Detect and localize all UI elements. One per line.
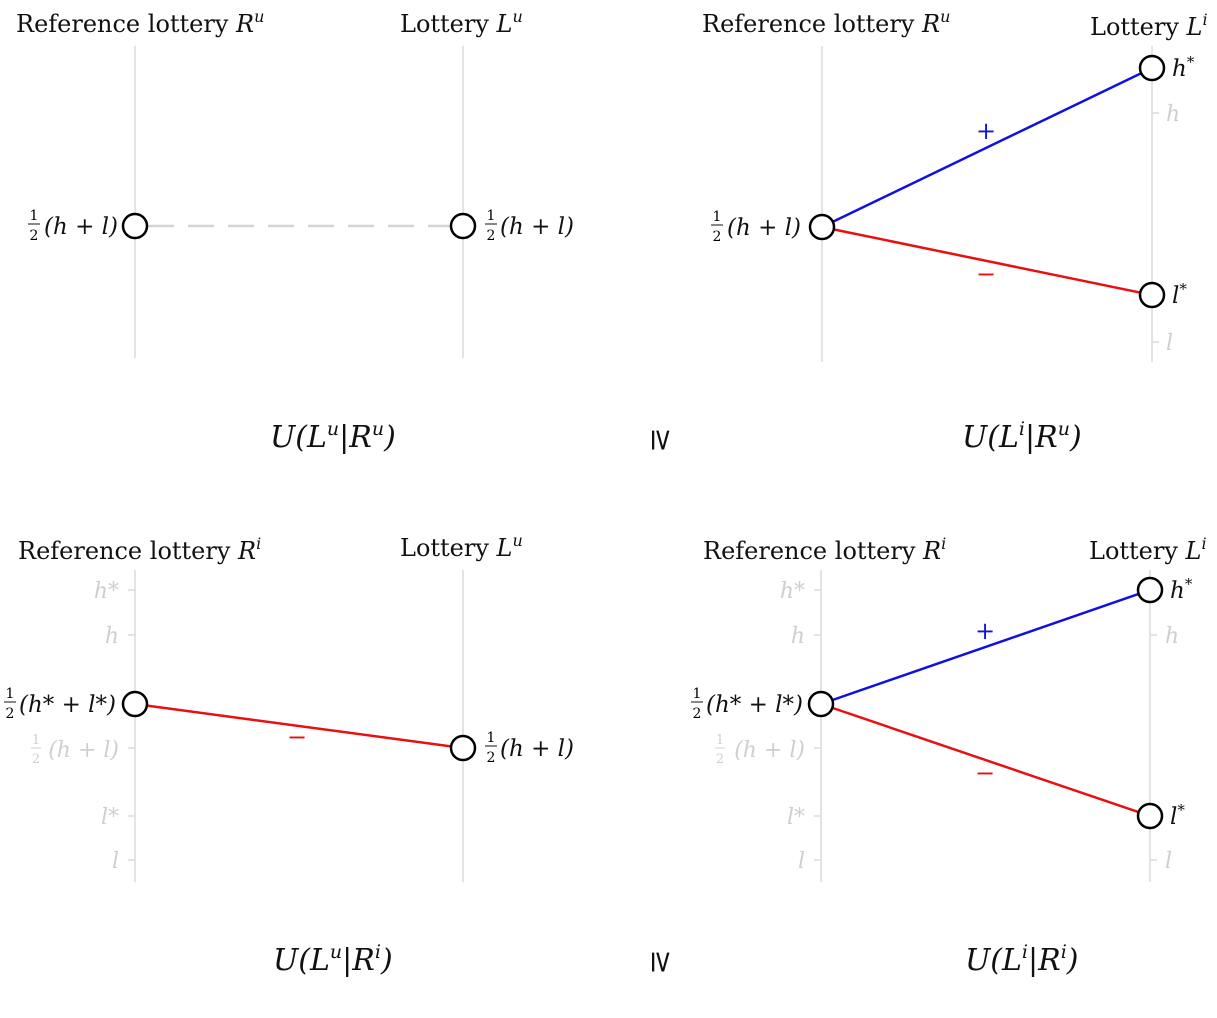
lottery-title: Lottery Lu [400, 7, 523, 38]
high-node [1138, 54, 1166, 82]
ghost-midpoint: (h + l) [734, 738, 805, 763]
ghost-right-l: l [1165, 849, 1172, 874]
svg-text:1: 1 [716, 733, 724, 748]
ref-node-label: 1 2 (h* + l*) [691, 686, 803, 722]
lottery-node [449, 212, 477, 240]
high-node [1136, 576, 1164, 604]
svg-text:1: 1 [487, 730, 496, 746]
ghost-h: h [105, 624, 119, 649]
svg-text:1: 1 [487, 208, 496, 224]
panel-top-left: Reference lottery Ru Lottery Lu 1 2 (h +… [16, 7, 574, 455]
ref-node [808, 213, 836, 241]
ghost-l: l [798, 849, 805, 874]
svg-text:1: 1 [713, 209, 722, 225]
minus-sign: − [287, 723, 307, 751]
ref-node-label: 1 2 (h + l) [28, 208, 118, 244]
utility-formula: U(Lu|Ri) [273, 941, 393, 978]
ghost-h-star: h* [780, 579, 805, 604]
ghost-h: h [791, 624, 805, 649]
ref-node [121, 212, 149, 240]
svg-text:2: 2 [716, 752, 724, 767]
svg-text:1: 1 [32, 733, 40, 748]
svg-text:(h + l): (h + l) [500, 214, 574, 240]
gain-edge [821, 66, 1153, 229]
svg-text:2: 2 [487, 750, 496, 766]
loss-edge [820, 702, 1151, 818]
minus-sign: − [975, 759, 995, 787]
high-node-label: h* [1170, 575, 1193, 604]
lottery-title: Lottery Li [1089, 534, 1207, 565]
svg-text:2: 2 [693, 706, 702, 722]
utility-formula: U(Lu|Ru) [270, 418, 396, 455]
plus-sign: + [975, 617, 995, 645]
relation-bottom: ≥ [644, 949, 679, 974]
ghost-ticks: h* h 1 2 (h + l) l* l h l [715, 579, 1179, 874]
svg-text:2: 2 [6, 706, 15, 722]
svg-text:2: 2 [487, 228, 496, 244]
ghost-l: l [112, 849, 119, 874]
ref-node-label: 1 2 (h* + l*) [4, 686, 116, 722]
ref-title: Reference lottery Ri [18, 534, 261, 565]
loss-edge [134, 702, 464, 750]
ref-title: Reference lottery Ru [16, 7, 264, 38]
svg-text:2: 2 [713, 229, 722, 245]
relation-top: ≥ [644, 427, 679, 452]
lottery-title: Lottery Lu [400, 531, 523, 562]
ghost-right-h: h [1165, 624, 1179, 649]
utility-formula: U(Li|Ri) [965, 941, 1079, 978]
ref-title: Reference lottery Ri [703, 534, 946, 565]
ghost-l-star: l* [101, 805, 119, 830]
svg-text:(h* + l*): (h* + l*) [19, 692, 116, 718]
panel-bottom-right: Reference lottery Ri Lottery Li h* h 1 2… [691, 534, 1207, 978]
svg-text:(h + l): (h + l) [44, 214, 118, 240]
low-node-label: l* [1172, 280, 1187, 309]
ref-title: Reference lottery Ru [702, 7, 950, 38]
svg-text:2: 2 [32, 752, 40, 767]
minus-sign: − [976, 260, 996, 288]
svg-text:(h + l): (h + l) [500, 736, 574, 762]
svg-text:2: 2 [30, 228, 39, 244]
svg-text:1: 1 [6, 686, 15, 702]
low-node-label: l* [1170, 801, 1185, 830]
ghost-h-star: h* [94, 579, 119, 604]
lottery-node-label: 1 2 (h + l) [485, 730, 574, 766]
ghost-midpoint: (h + l) [48, 738, 119, 763]
svg-text:1: 1 [30, 208, 39, 224]
panel-bottom-left: Reference lottery Ri Lottery Lu h* h 1 2… [4, 531, 574, 978]
low-node [1136, 802, 1164, 830]
ref-node-label: 1 2 (h + l) [711, 209, 801, 245]
panel-top-right: Reference lottery Ru Lottery Li h l + − … [702, 7, 1208, 455]
svg-text:(h + l): (h + l) [727, 215, 801, 241]
ref-node [807, 690, 835, 718]
ref-node [121, 690, 149, 718]
low-node [1138, 281, 1166, 309]
ghost-l-label: l [1166, 331, 1173, 356]
lottery-title: Lottery Li [1090, 10, 1208, 41]
loss-edge [821, 225, 1153, 297]
utility-formula: U(Li|Ru) [962, 418, 1082, 455]
svg-text:1: 1 [693, 686, 702, 702]
gain-edge [820, 588, 1151, 706]
plus-sign: + [976, 117, 996, 145]
high-node-label: h* [1172, 53, 1195, 82]
ghost-h-label: h [1166, 102, 1180, 127]
ghost-l-star: l* [787, 805, 805, 830]
svg-text:(h* + l*): (h* + l*) [706, 692, 803, 718]
ghost-ticks: h* h 1 2 (h + l) l* l [31, 579, 135, 874]
lottery-node-label: 1 2 (h + l) [485, 208, 574, 244]
lottery-node [449, 734, 477, 762]
